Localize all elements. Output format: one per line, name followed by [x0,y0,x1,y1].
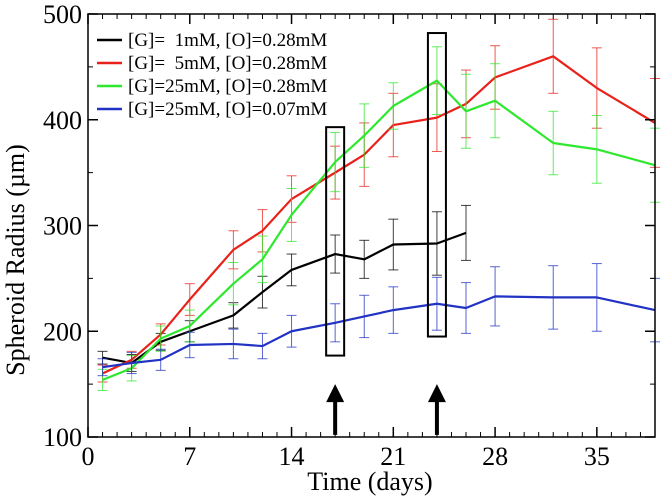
arrow-head [427,384,446,403]
x-tick-label: 21 [380,442,406,471]
series-3 [97,263,660,377]
legend-label: [G]=25mM, [O]=0.28mM [128,76,327,97]
x-tick-label: 35 [584,442,610,471]
x-axis-title: Time (days) [307,467,432,496]
x-tick-label: 28 [482,442,508,471]
x-tick-label: 0 [82,442,95,471]
legend-label: [G]= 1mM, [O]=0.28mM [128,30,327,51]
y-tick-label: 400 [43,106,82,135]
legend-label: [G]=25mM, [O]=0.07mM [128,99,327,120]
y-tick-label: 100 [43,423,82,452]
highlight-box [325,126,346,357]
y-tick-label: 500 [43,0,82,29]
series-line [102,295,656,369]
x-tick-label: 7 [183,442,196,471]
y-tick-label: 300 [43,212,82,241]
y-tick-label: 200 [43,317,82,346]
y-axis-title: Spheroid Radius (µm) [1,144,30,376]
arrow-head [326,384,345,403]
series-line [102,55,656,375]
x-tick-label: 14 [279,442,305,471]
highlight-box [426,32,447,338]
legend-label: [G]= 5mM, [O]=0.28mM [128,53,327,74]
series-line [102,79,656,381]
